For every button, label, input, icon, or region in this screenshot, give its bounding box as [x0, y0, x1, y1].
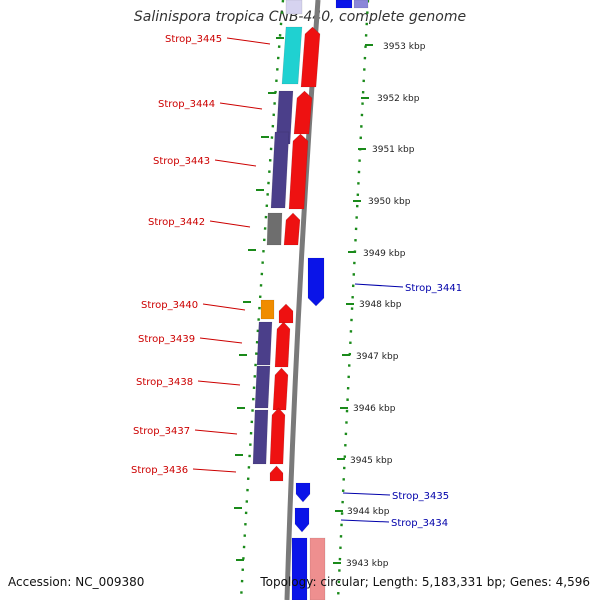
left-label-7: Strop_3437	[133, 426, 190, 437]
gene-block-red-9	[269, 465, 284, 482]
gene-block-blue-top	[335, 0, 353, 9]
gene-block-blue-3435	[295, 482, 311, 503]
left-label-3: Strop_3442	[148, 217, 205, 228]
map-title: Salinispora tropica CNB-440, complete ge…	[133, 9, 467, 25]
gene-block-red-8	[269, 407, 286, 465]
left-line-5	[199, 337, 243, 344]
gene-blocks	[252, 0, 369, 600]
left-line-0	[226, 37, 271, 45]
left-label-2: Strop_3443	[153, 156, 210, 167]
gene-block-blue-3441	[307, 257, 325, 307]
right-label-1: Strop_3435	[392, 491, 449, 502]
gene-block-orange	[260, 299, 275, 320]
left-line-6	[197, 380, 241, 386]
gene-block-lavender-right	[353, 0, 369, 9]
right-label-2: Strop_3434	[391, 518, 448, 529]
right-line-0	[354, 283, 404, 288]
right-line-1	[342, 492, 391, 496]
scale-label-6: 3947 kbp	[356, 352, 399, 362]
left-line-1	[219, 102, 263, 110]
scale-label-4: 3949 kbp	[363, 249, 406, 259]
left-line-8	[192, 468, 237, 473]
gene-block-pink-bottom	[309, 537, 326, 600]
left-label-0: Strop_3445	[165, 34, 222, 45]
labels: 3953 kbp 3952 kbp 3951 kbp 3950 kbp 3949 kbp…	[131, 34, 462, 569]
gene-block-purple-3443	[270, 131, 290, 209]
gene-block-purple-3439	[256, 321, 273, 366]
gene-block-red-7	[272, 367, 289, 411]
gene-block-red-3	[288, 133, 309, 210]
tick-marks	[234, 0, 373, 600]
gene-block-red-4	[283, 212, 301, 246]
gene-block-lavender-top	[285, 0, 303, 15]
left-line-4	[202, 303, 246, 311]
left-label-1: Strop_3444	[158, 99, 215, 110]
scale-label-8: 3945 kbp	[350, 456, 393, 466]
gene-block-blue-3434	[294, 507, 310, 533]
gene-block-red-2	[293, 90, 313, 135]
left-label-5: Strop_3439	[138, 334, 195, 345]
scale-label-1: 3952 kbp	[377, 94, 420, 104]
right-label-0: Strop_3441	[405, 283, 462, 294]
scale-label-9: 3944 kbp	[347, 507, 390, 517]
gene-block-blue-bottom	[291, 537, 308, 600]
left-label-8: Strop_3436	[131, 465, 188, 476]
left-line-2	[214, 159, 257, 167]
label-lines	[192, 37, 404, 523]
left-label-4: Strop_3440	[141, 300, 198, 311]
accession-text: Accession: NC_009380	[8, 575, 145, 589]
gene-block-red-6	[274, 321, 291, 368]
gene-block-gray	[266, 212, 283, 246]
scale-label-5: 3948 kbp	[359, 300, 402, 310]
scale-label-7: 3946 kbp	[353, 404, 396, 414]
gene-block-red-5	[278, 303, 294, 324]
scale-label-3: 3950 kbp	[368, 197, 411, 207]
left-line-3	[209, 220, 251, 228]
scale-label-10: 3943 kbp	[346, 559, 389, 569]
gene-block-red-1	[300, 26, 321, 88]
left-line-7	[194, 429, 238, 435]
gene-block-cyan	[281, 26, 303, 85]
scale-label-2: 3951 kbp	[372, 145, 415, 155]
gene-block-purple-3438	[254, 365, 271, 409]
gene-block-purple-3437	[252, 409, 269, 465]
topology-text: Topology: circular; Length: 5,183,331 bp…	[260, 575, 590, 589]
scale-label-0: 3953 kbp	[383, 42, 426, 52]
gene-block-purple-3444	[275, 90, 294, 145]
left-label-6: Strop_3438	[136, 377, 193, 388]
right-line-2	[340, 519, 390, 523]
